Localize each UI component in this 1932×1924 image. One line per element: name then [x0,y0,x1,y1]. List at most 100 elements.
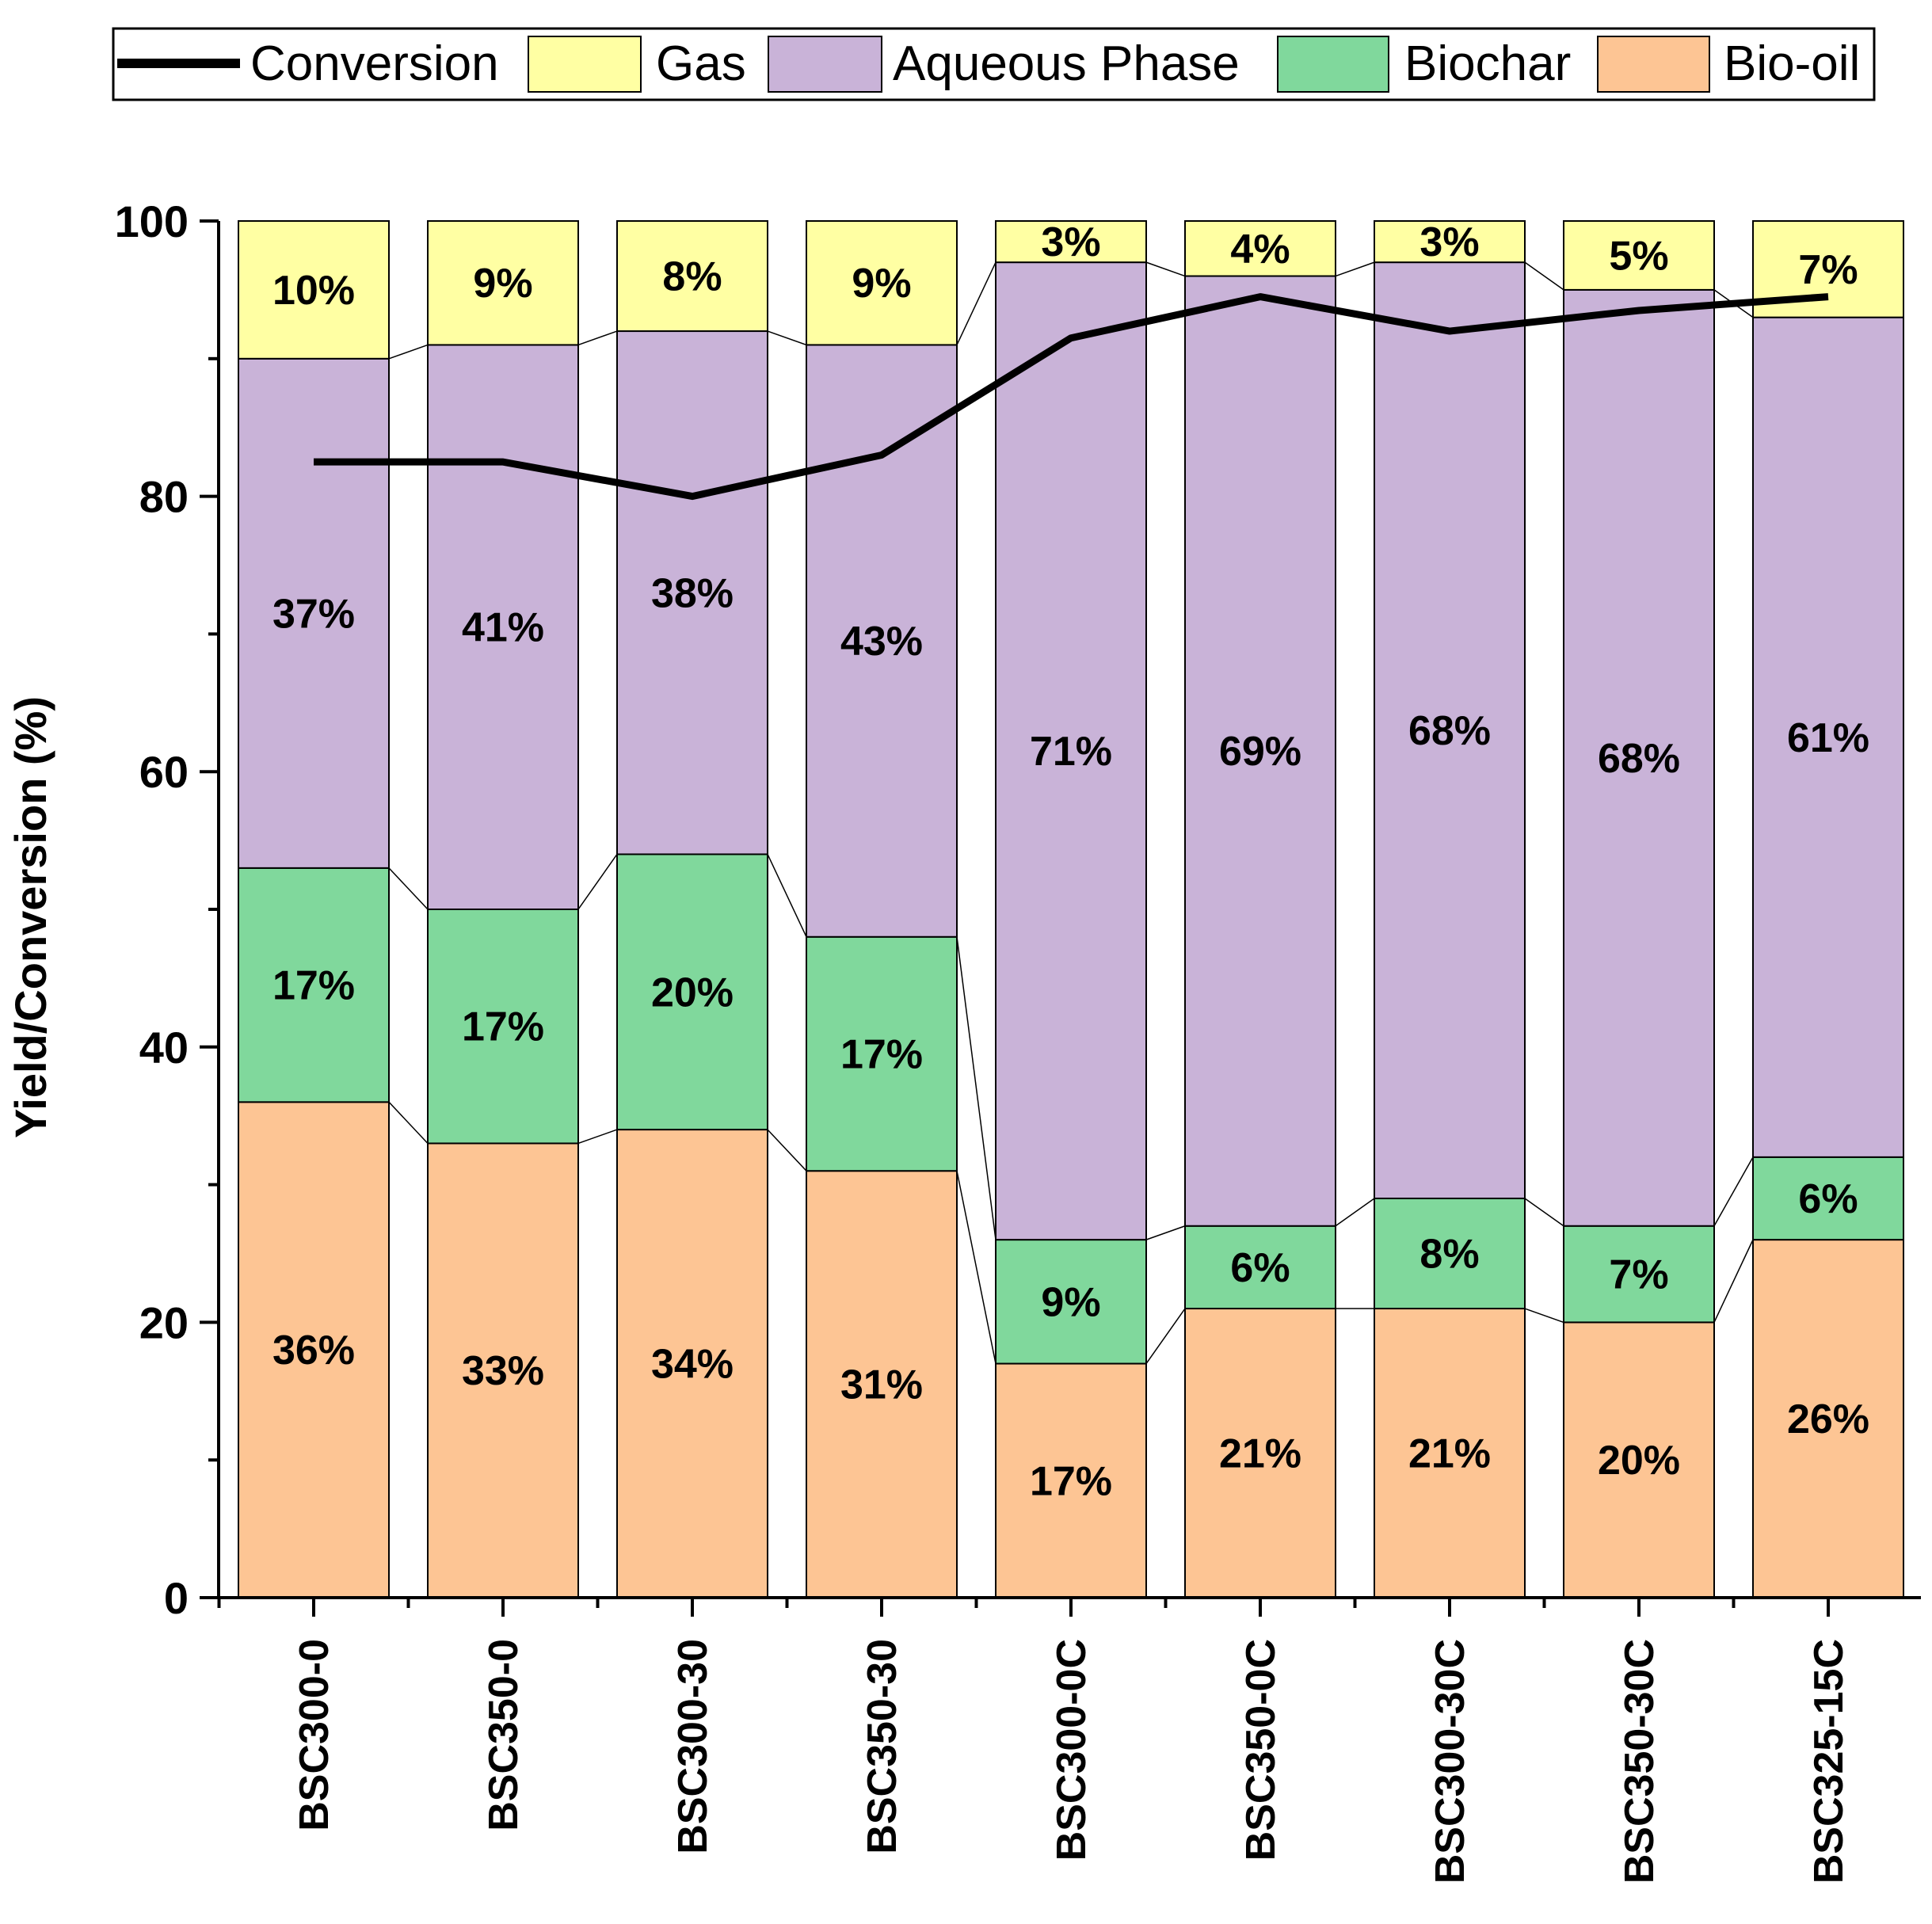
connector-aqueous-phase [1335,261,1375,277]
connector-biochar [767,854,807,938]
data-label-aqueous-phase-bsc350-0: 41% [462,605,544,651]
data-label-gas-bsc300-0: 10% [272,268,355,314]
bar-biochar-bsc325-15c [1752,1156,1904,1241]
bar-biochar-bsc350-30 [806,935,958,1172]
data-label-aqueous-phase-bsc350-30c: 68% [1598,736,1680,782]
data-label-gas-bsc300-0c: 3% [1041,219,1100,265]
series-line-conversion [314,293,1829,501]
bar-bio-oil-bsc350-30c [1563,1321,1715,1599]
connector-biochar [388,867,429,910]
bar-aqueous-phase-bsc350-0 [427,344,579,911]
data-label-biochar-bsc350-30c: 7% [1609,1252,1668,1298]
bar-aqueous-phase-bsc300-30c [1374,261,1526,1199]
bar-gas-bsc350-0c [1184,220,1336,277]
legend-swatch-bio-oil [1597,36,1710,93]
y-tick-label: 100 [115,196,189,246]
data-label-bio-oil-bsc300-0c: 17% [1030,1458,1112,1504]
bar-gas-bsc300-30c [1374,220,1526,264]
bar-gas-bsc300-0 [238,220,390,360]
data-label-gas-bsc325-15c: 7% [1798,247,1858,293]
bar-biochar-bsc300-30c [1374,1197,1526,1310]
data-label-biochar-bsc300-30c: 8% [1419,1232,1479,1278]
y-tick-label: 0 [164,1573,189,1623]
data-label-bio-oil-bsc325-15c: 26% [1787,1396,1869,1442]
connector-bio-oil [388,1101,429,1144]
x-tick-label-bsc300-0: BSC300-0 [292,1639,337,1831]
axes: 0 20 40 60 80 100 BSC300-0 BSC350-0 BSC300-30 BSC… [115,196,1921,1884]
bar-gas-bsc350-30 [806,220,958,346]
data-label-gas-bsc350-30c: 5% [1609,233,1668,279]
bar-aqueous-phase-bsc350-0c [1184,275,1336,1227]
connector-bio-oil [1713,1239,1754,1323]
x-tick-label-bsc350-30c: BSC350-30C [1617,1639,1663,1884]
data-label-bio-oil-bsc300-0: 36% [272,1328,355,1373]
data-label-aqueous-phase-bsc300-0c: 71% [1030,729,1112,775]
legend: Conversion Gas Aqueous Phase Biochar Bio-oil [112,27,1876,101]
data-label-biochar-bsc300-0: 17% [272,963,355,1009]
data-label-biochar-bsc300-30: 20% [651,970,734,1015]
bar-aqueous-phase-bsc350-30 [806,344,958,938]
x-tick-label-bsc300-30c: BSC300-30C [1427,1639,1473,1884]
connector-aqueous-phase [1145,261,1186,277]
bar-biochar-bsc350-30c [1563,1225,1715,1324]
bar-biochar-bsc350-0 [427,909,579,1145]
connector-aqueous-phase [577,330,618,346]
data-label-bio-oil-bsc350-0: 33% [462,1348,544,1394]
connector-biochar [577,854,618,910]
connector-biochar [1145,1225,1186,1240]
bar-bio-oil-bsc350-30 [806,1170,958,1598]
data-label-aqueous-phase-bsc300-0: 37% [272,591,355,637]
bar-bio-oil-bsc350-0c [1184,1308,1336,1599]
y-tick-label: 80 [139,472,189,522]
legend-swatch-gas [528,36,642,93]
legend-label-biochar: Biochar [1404,36,1571,91]
x-tick-label-bsc350-30: BSC350-30 [859,1639,905,1854]
connector-bio-oil [1524,1308,1564,1324]
bar-gas-bsc350-30c [1563,220,1715,291]
connector-bio-oil [956,1171,996,1364]
legend-label-gas: Gas [656,36,746,91]
data-label-gas-bsc350-0: 9% [473,261,532,307]
data-label-bio-oil-bsc350-0c: 21% [1219,1431,1301,1477]
data-label-bio-oil-bsc350-30c: 20% [1598,1438,1680,1484]
data-label-aqueous-phase-bsc350-0c: 69% [1219,729,1301,775]
connector-aqueous-phase [767,330,807,346]
bar-gas-bsc350-0 [427,220,579,346]
data-label-biochar-bsc350-30: 17% [840,1031,923,1077]
bar-biochar-bsc300-0 [238,867,390,1103]
connector-bio-oil [1145,1308,1186,1364]
data-label-gas-bsc300-30: 8% [662,254,722,300]
bars [238,220,1904,1599]
connector-aqueous-phase [388,344,429,360]
segment-labels: 36% 17% 37% 10% 33% 17% 41% 9% 34% 20% 38% 8% 31% 17%… [272,219,1869,1504]
connector-biochar [1335,1198,1375,1227]
data-label-biochar-bsc300-0c: 9% [1041,1279,1100,1325]
connector-biochar [1524,1198,1564,1227]
data-label-aqueous-phase-bsc325-15c: 61% [1787,715,1869,761]
y-tick-label: 40 [139,1023,189,1072]
data-label-gas-bsc350-0c: 4% [1230,227,1290,272]
data-label-gas-bsc350-30: 9% [852,261,911,307]
y-tick-label: 20 [139,1297,189,1347]
bar-aqueous-phase-bsc350-30c [1563,288,1715,1227]
data-label-aqueous-phase-bsc350-30: 43% [840,619,923,665]
bar-aqueous-phase-bsc300-0 [238,357,390,869]
connector-bio-oil [767,1129,807,1172]
legend-label-aqueous-phase: Aqueous Phase [893,36,1240,91]
legend-box [112,27,1876,101]
bar-biochar-bsc300-0c [995,1239,1147,1365]
bar-gas-bsc300-30 [616,220,768,333]
legend-swatch-biochar [1277,36,1389,93]
connector-biochar [956,936,996,1240]
data-label-biochar-bsc350-0: 17% [462,1004,544,1050]
bar-bio-oil-bsc325-15c [1752,1239,1904,1598]
connector-biochar [1713,1156,1754,1227]
x-tick-label-bsc300-30: BSC300-30 [670,1639,716,1854]
data-label-aqueous-phase-bsc300-30: 38% [651,570,734,616]
bar-biochar-bsc300-30 [616,853,768,1131]
conversion-line [314,293,1829,501]
legend-swatch-aqueous-phase [768,36,882,93]
data-label-bio-oil-bsc300-30: 34% [651,1342,734,1388]
x-tick-label-bsc325-15c: BSC325-15C [1806,1639,1852,1884]
